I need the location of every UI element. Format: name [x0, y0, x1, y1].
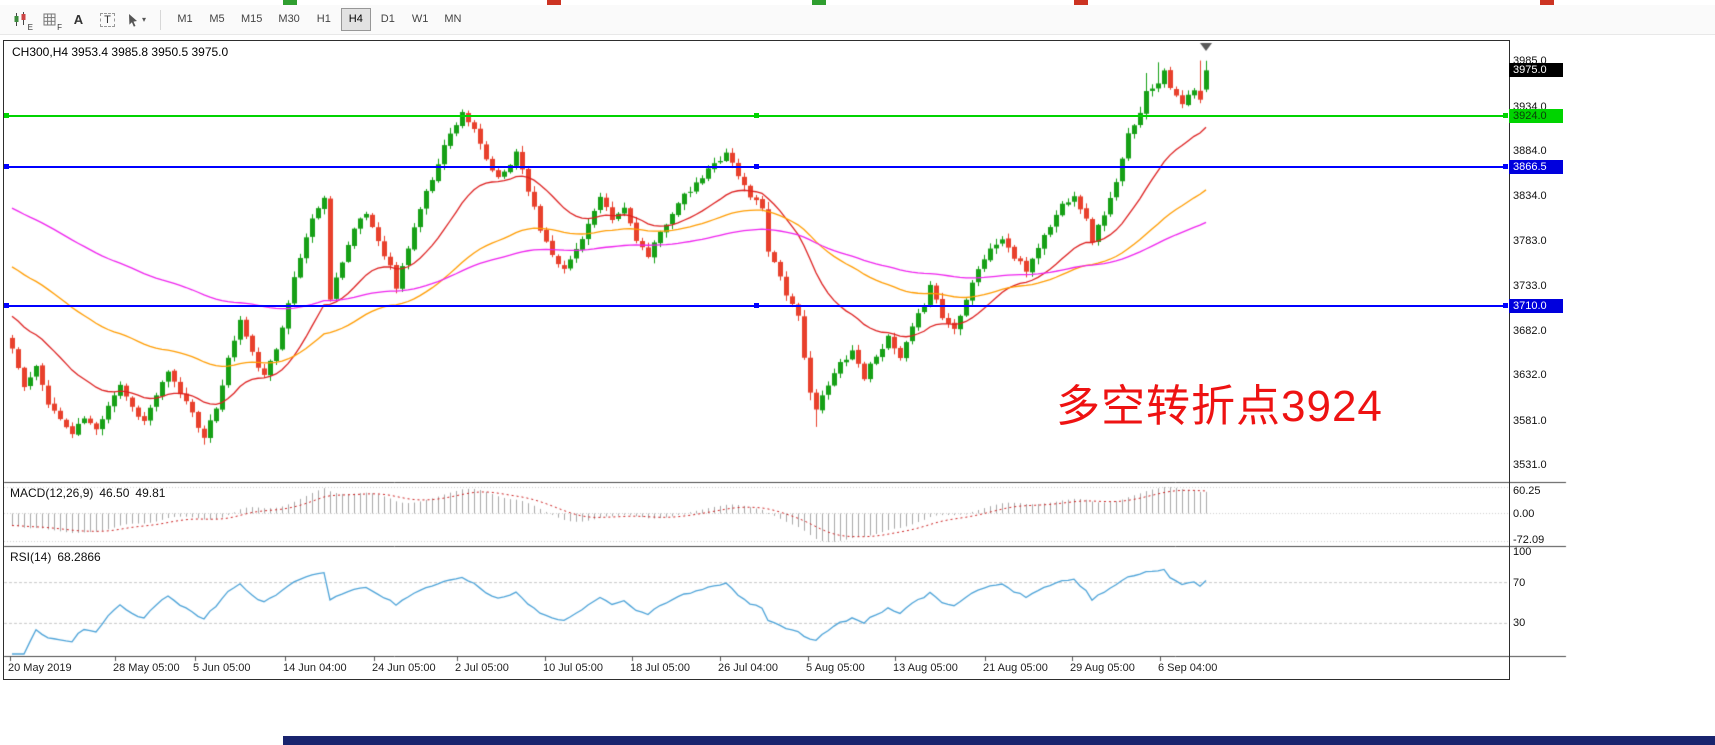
price-tick: 3632.0 [1513, 369, 1547, 382]
price-tick: 3783.0 [1513, 235, 1547, 248]
time-label: 28 May 05:00 [113, 662, 180, 674]
hline-3710.0[interactable] [4, 302, 1508, 308]
macd-label: MACD(12,26,9) 46.50 49.81 [10, 486, 171, 500]
hline-handle[interactable] [4, 163, 9, 169]
hline-handle[interactable] [753, 302, 759, 308]
rsi-axis-label: 30 [1513, 617, 1526, 630]
chart-type-tool-badge: E [27, 23, 33, 32]
grid-tool-badge: F [57, 23, 62, 32]
macd-axis-label: -72.09 [1513, 534, 1545, 546]
time-axis[interactable]: 20 May 2019 28 May 05:00 5 Jun 05:00 14 Jun… [4, 657, 1508, 677]
hline-handle[interactable] [1503, 112, 1508, 118]
time-label: 2 Jul 05:00 [455, 662, 509, 674]
chart-type-tool-button[interactable]: E [6, 7, 35, 32]
timeframe-toolbar: M1 M5 M15 M30 H1 H4 D1 W1 MN [170, 8, 470, 31]
time-label: 5 Jun 05:00 [193, 662, 251, 674]
rsi-axis-label: 100 [1513, 546, 1532, 558]
hline-handle[interactable] [1503, 302, 1508, 308]
timeframe-m1-button[interactable]: M1 [177, 13, 193, 25]
annotation-text[interactable]: 多空转折点3924 [1056, 382, 1383, 431]
letter-t-icon: T [100, 12, 115, 27]
text-tool-button[interactable]: T [93, 7, 122, 32]
background-window-fragment [1540, 0, 1554, 6]
background-window-fragment [283, 0, 297, 6]
drawing-tool-button[interactable]: ▾ [122, 7, 151, 32]
level-price-badge: 3866.5 [1509, 159, 1563, 174]
time-label: 29 Aug 05:00 [1070, 662, 1135, 674]
macd-value-main: 46.50 [99, 486, 130, 500]
timeframe-h4-button[interactable]: H4 [340, 8, 371, 31]
hline-3866.5[interactable] [4, 163, 1508, 169]
timeframe-m30-button[interactable]: M30 [278, 13, 300, 25]
time-label: 24 Jun 05:00 [372, 662, 436, 674]
timeframe-w1-button[interactable]: W1 [411, 13, 429, 25]
hline-3924.0[interactable] [4, 112, 1508, 118]
hline-handle[interactable] [4, 112, 9, 118]
ohlc-readout: CH300,H4 3953.4 3985.8 3950.5 3975.0 [12, 45, 229, 59]
macd-name: MACD(12,26,9) [10, 486, 94, 500]
price-tick: 3682.0 [1513, 324, 1547, 337]
macd-value-signal: 49.81 [135, 486, 166, 500]
time-label: 5 Aug 05:00 [806, 662, 865, 674]
rsi-value: 68.2866 [57, 550, 101, 564]
time-label: 18 Jul 05:00 [630, 662, 690, 674]
toolbar-separator [160, 9, 161, 30]
timeframe-m5-button[interactable]: M5 [209, 13, 225, 25]
letter-a-icon: A [73, 12, 84, 27]
macd-axis-label: 60.25 [1513, 485, 1541, 497]
time-label: 10 Jul 05:00 [543, 662, 603, 674]
price-scale[interactable]: 3985.0 3934.0 3884.0 3834.0 3783.0 3733.0 3682… [1509, 40, 1566, 678]
price-tick: 3581.0 [1513, 414, 1547, 427]
background-window-fragment [547, 0, 561, 6]
hline-handle[interactable] [753, 112, 759, 118]
time-label: 6 Sep 04:00 [1158, 662, 1218, 674]
timeframe-mn-button[interactable]: MN [444, 13, 462, 25]
background-window-fragment [812, 0, 826, 6]
price-tick: 3531.0 [1513, 459, 1547, 472]
taskbar-strip [283, 736, 1715, 745]
level-price-badge: 3924.0 [1509, 108, 1563, 123]
time-label: 14 Jun 04:00 [283, 662, 347, 674]
timeframe-m15-button[interactable]: M15 [241, 13, 263, 25]
toolbar: E F A T ▾ M1 M5 M15 M30 H1 H4 D1 W1 MN [0, 5, 1715, 35]
rsi-name: RSI(14) [10, 550, 52, 564]
level-price-badge: 3710.0 [1509, 298, 1563, 313]
hline-handle[interactable] [1503, 163, 1508, 169]
current-price-badge: 3975.0 [1509, 63, 1563, 78]
price-tick: 3884.0 [1513, 145, 1547, 158]
rsi-label: RSI(14) 68.2866 [10, 550, 107, 564]
text-label-tool-button[interactable]: A [64, 7, 93, 32]
timeframe-h1-button[interactable]: H1 [316, 13, 331, 25]
grid-tool-button[interactable]: F [35, 7, 64, 32]
macd-axis-label: 0.00 [1513, 507, 1535, 520]
chevron-down-icon: ▾ [141, 15, 146, 24]
time-label: 13 Aug 05:00 [893, 662, 958, 674]
time-label: 26 Jul 04:00 [718, 662, 778, 674]
price-tick: 3834.0 [1513, 189, 1547, 202]
rsi-axis-label: 70 [1513, 576, 1526, 589]
time-label: 20 May 2019 [8, 662, 72, 674]
drawing-toolbar: E F A T ▾ [6, 7, 151, 32]
hline-handle[interactable] [753, 163, 759, 169]
time-label: 21 Aug 05:00 [983, 662, 1048, 674]
price-tick: 3733.0 [1513, 279, 1547, 292]
hline-handle[interactable] [4, 302, 9, 308]
background-window-fragment [1074, 0, 1088, 6]
timeframe-d1-button[interactable]: D1 [380, 13, 395, 25]
